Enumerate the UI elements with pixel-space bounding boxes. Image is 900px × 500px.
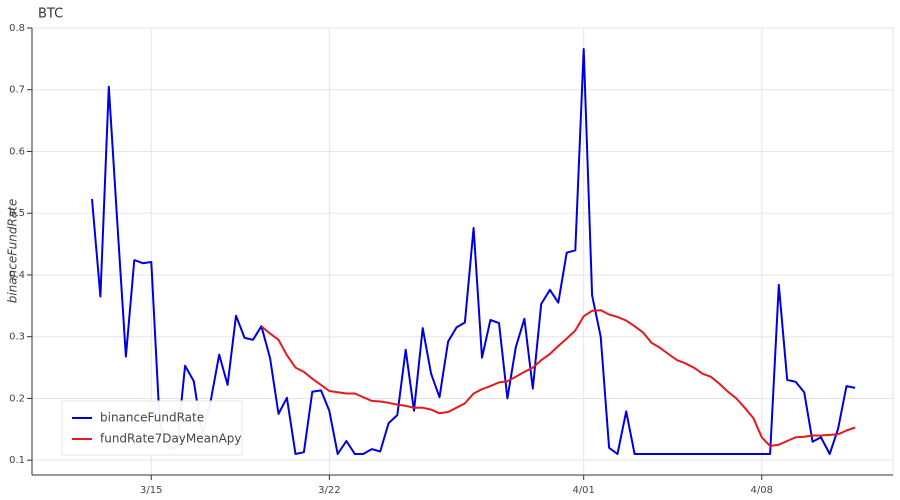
legend-label: fundRate7DayMeanApy (100, 432, 242, 446)
x-tick-label: 4/01 (572, 485, 594, 496)
y-tick-label: 0.5 (9, 208, 25, 219)
x-tick-label: 3/15 (140, 485, 162, 496)
y-tick-label: 0.4 (9, 270, 25, 281)
legend-box (61, 400, 243, 456)
line-series (91, 48, 856, 455)
y-tick-label: 0.1 (9, 455, 25, 466)
legend: binanceFundRate fundRate7DayMeanApy (61, 400, 243, 456)
x-tick-label: 3/22 (318, 485, 340, 496)
y-axis-label: binanceFundRate (6, 199, 20, 304)
chart-title: BTC (38, 7, 63, 22)
y-tick-label: 0.7 (9, 85, 25, 96)
legend-label: binanceFundRate (100, 411, 204, 425)
y-tick-label: 0.6 (9, 146, 25, 157)
y-tick-label: 0.2 (9, 393, 25, 404)
y-tick-label: 0.3 (9, 332, 25, 343)
line-series (260, 309, 856, 447)
y-tick-label: 0.8 (9, 23, 25, 34)
x-tick-label: 4/08 (751, 485, 773, 496)
